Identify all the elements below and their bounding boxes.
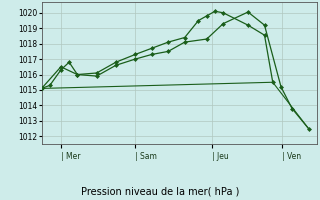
Text: Pression niveau de la mer( hPa ): Pression niveau de la mer( hPa ) [81, 186, 239, 196]
Text: | Mer: | Mer [61, 152, 80, 161]
Text: | Jeu: | Jeu [212, 152, 229, 161]
Text: | Ven: | Ven [282, 152, 301, 161]
Text: | Sam: | Sam [135, 152, 157, 161]
